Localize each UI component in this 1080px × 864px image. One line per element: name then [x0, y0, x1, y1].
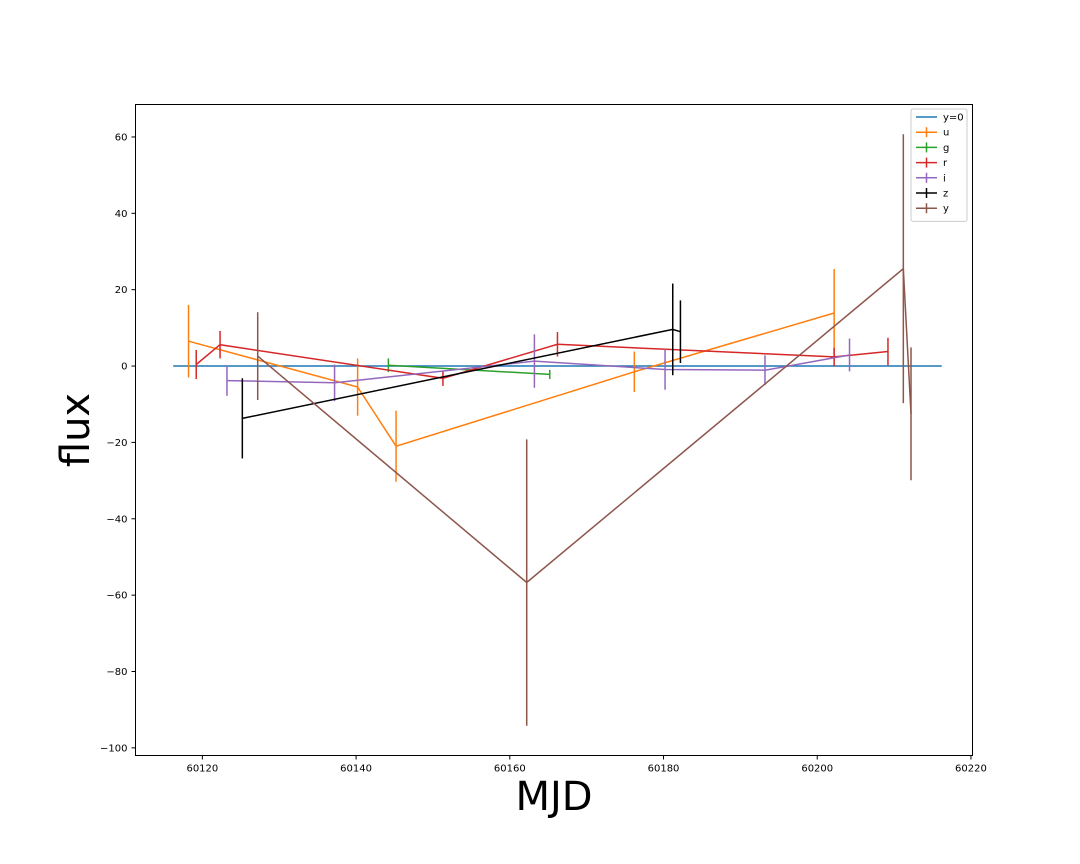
- legend-label: g: [943, 143, 949, 154]
- y-tick-label: −20: [106, 438, 127, 449]
- x-tick-label: 60180: [648, 764, 680, 775]
- plot-frame: [135, 104, 973, 756]
- y-tick-label: −100: [100, 743, 127, 754]
- series-y: [256, 134, 912, 726]
- legend-item-z: z: [916, 188, 948, 200]
- y-tick-label: −60: [106, 591, 127, 602]
- y-tick-label: 60: [115, 132, 128, 143]
- legend-item-g: g: [916, 142, 949, 154]
- x-axis: 60120 60140 60160 60180 60200 60220: [186, 755, 987, 775]
- legend-label: y: [943, 204, 949, 215]
- y-tick-label: 0: [121, 362, 127, 373]
- x-tick-label: 60220: [955, 764, 987, 775]
- y-axis: −100 −80 −60 −40 −20 0 20 40 60: [100, 132, 136, 754]
- series-u: [187, 269, 835, 482]
- x-tick-label: 60200: [801, 764, 833, 775]
- x-tick-label: 60120: [186, 764, 218, 775]
- y-tick-label: −40: [106, 514, 127, 525]
- series-z: [241, 283, 682, 459]
- plot-area: [173, 134, 942, 726]
- legend-item-y=0: y=0: [916, 113, 964, 124]
- legend-item-u: u: [916, 127, 949, 139]
- y-tick-label: −80: [106, 667, 127, 678]
- y-tick-label: 40: [115, 209, 128, 220]
- legend-label: r: [943, 158, 948, 169]
- series-r: [195, 330, 889, 386]
- y-axis-title: flux: [53, 393, 99, 467]
- y-tick-label: 20: [115, 285, 128, 296]
- legend-item-i: i: [916, 172, 946, 184]
- legend-box: [910, 108, 968, 222]
- legend-item-r: r: [916, 157, 948, 169]
- legend-label: u: [943, 128, 949, 139]
- series-i: [226, 334, 851, 402]
- legend-label: z: [943, 189, 948, 200]
- series-line-i: [226, 354, 850, 384]
- series-line-y: [257, 267, 912, 584]
- x-axis-title: MJD: [515, 774, 592, 820]
- x-tick-label: 60140: [340, 764, 372, 775]
- legend-label: i: [943, 173, 946, 184]
- legend-label: y=0: [943, 113, 964, 124]
- x-tick-label: 60160: [494, 764, 526, 775]
- legend-item-y: y: [916, 203, 949, 215]
